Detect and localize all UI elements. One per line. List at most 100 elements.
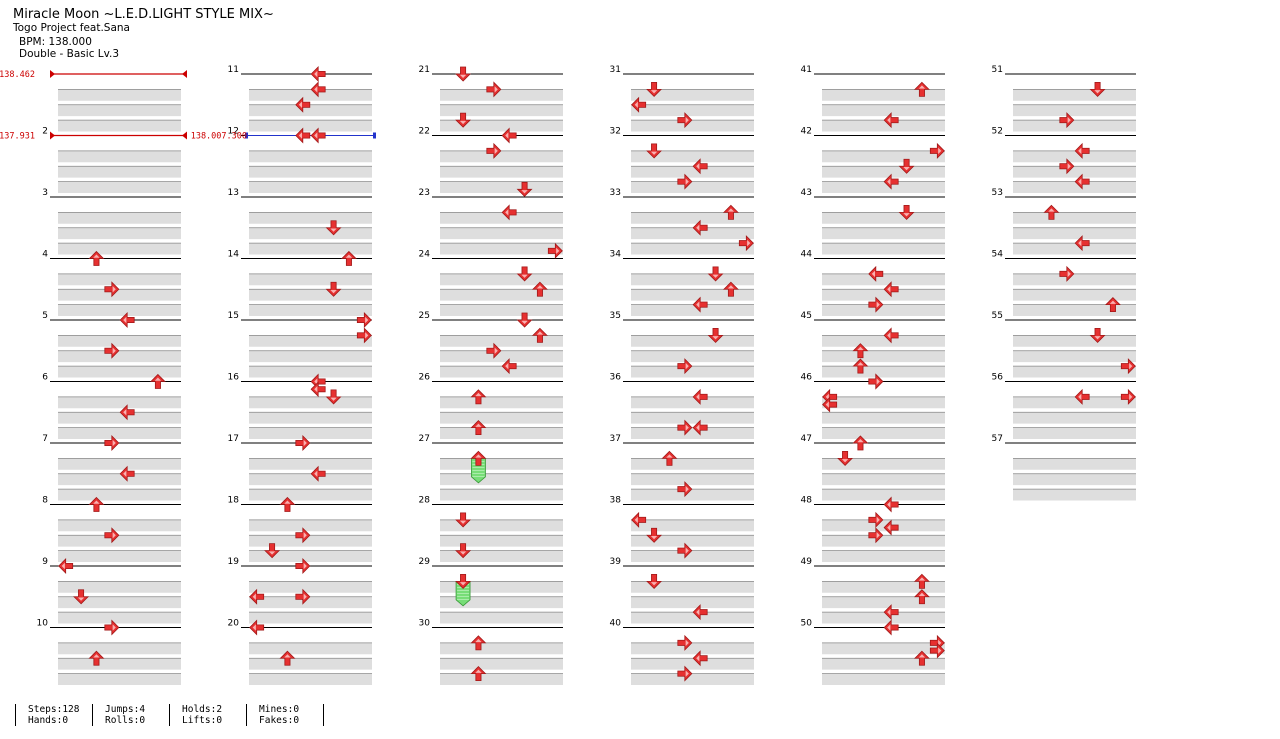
arrow-highlight	[918, 592, 926, 596]
arrow-highlight	[330, 290, 337, 294]
measure-8: 8	[42, 496, 181, 562]
beat-band	[58, 396, 181, 409]
beat-band	[58, 581, 181, 593]
measure-number: 28	[419, 496, 431, 506]
measure-number: 48	[801, 496, 813, 506]
beat-band	[249, 627, 372, 639]
arrow-body	[913, 573, 930, 589]
arrow-highlight	[298, 101, 303, 108]
arrow-up-icon	[913, 650, 930, 666]
arrow-body	[295, 527, 311, 544]
beat-band	[822, 304, 945, 316]
measure-number: 54	[992, 250, 1004, 260]
arrow-body	[340, 250, 357, 266]
measure-52: 52	[992, 127, 1136, 193]
measure-33: 33	[610, 188, 754, 255]
arrow-highlight	[112, 286, 116, 293]
beat-band	[631, 504, 754, 516]
arrow-right-icon	[677, 419, 693, 436]
beat-band	[249, 227, 372, 240]
beat-band	[249, 504, 372, 516]
beat-band	[1013, 304, 1136, 316]
arrow-body	[455, 543, 472, 559]
measure-54: 54	[992, 250, 1136, 316]
arrow-body	[356, 312, 372, 328]
measure-32: 32	[610, 127, 754, 193]
arrow-highlight	[303, 439, 307, 447]
beat-band	[822, 642, 945, 655]
beat-band	[631, 473, 754, 486]
stat-holds-lifts: Holds:2 Lifts:0	[169, 704, 222, 726]
measure-20: 20	[228, 619, 372, 685]
arrow-highlight	[1129, 393, 1133, 401]
beat-band	[249, 120, 372, 132]
arrow-highlight	[1129, 362, 1133, 370]
arrow-body	[1120, 388, 1136, 405]
arrow-body	[692, 158, 708, 175]
arrow-left-icon	[883, 604, 899, 621]
measure-number: 36	[610, 373, 622, 383]
beat-band	[822, 673, 945, 685]
arrow-right-icon	[295, 588, 311, 605]
beat-band	[440, 89, 563, 101]
measure-13: 13	[228, 188, 372, 255]
beat-band	[822, 658, 945, 670]
arrow-highlight	[505, 132, 509, 139]
beat-band	[822, 74, 945, 86]
change-marker-cap	[373, 132, 376, 139]
arrow-highlight	[696, 608, 700, 616]
arrow-right-icon	[104, 435, 120, 451]
arrow-body	[868, 511, 884, 528]
arrow-body	[692, 388, 708, 405]
beat-band	[440, 166, 563, 178]
arrow-body	[310, 465, 326, 482]
beat-band	[631, 104, 754, 117]
beat-band	[440, 504, 563, 516]
beat-band	[822, 443, 945, 455]
arrow-highlight	[284, 654, 291, 658]
beat-band	[440, 350, 563, 363]
arrow-body	[913, 589, 930, 605]
measure-number: 53	[992, 188, 1003, 198]
beat-band	[631, 135, 754, 147]
beat-band	[58, 427, 181, 439]
arrow-highlight	[303, 532, 307, 539]
measure-number: 38	[610, 496, 622, 506]
measure-number: 18	[228, 496, 240, 506]
arrow-highlight	[938, 147, 942, 155]
song-bpm: BPM: 138.000	[19, 36, 92, 48]
beat-band	[58, 258, 181, 270]
beat-band	[440, 412, 563, 424]
arrow-body	[249, 619, 265, 636]
arrow-left-icon	[310, 66, 326, 82]
arrow-body	[692, 419, 708, 436]
arrow-body	[868, 296, 884, 313]
arrow-body	[913, 650, 930, 666]
stat-hands: Hands:0	[28, 715, 69, 726]
measure-number: 5	[42, 311, 48, 321]
beat-band	[249, 166, 372, 178]
arrow-body	[310, 81, 326, 98]
arrow-up-icon	[852, 435, 869, 451]
arrow-body	[119, 404, 135, 421]
arrow-body	[837, 450, 854, 466]
beat-band	[631, 166, 754, 178]
arrow-body	[455, 512, 472, 528]
beat-band	[249, 550, 372, 562]
arrow-body	[486, 81, 502, 98]
beat-band	[249, 243, 372, 255]
beat-band	[822, 212, 945, 224]
arrow-left-icon	[822, 396, 838, 413]
arrow-body	[883, 496, 899, 513]
measure-45: 45	[801, 311, 945, 378]
beat-band	[631, 258, 754, 270]
beat-band	[58, 443, 181, 455]
beat-band	[249, 74, 372, 86]
arrow-left-icon	[631, 511, 647, 528]
arrow-right-icon	[1120, 358, 1136, 375]
arrow-right-icon	[929, 642, 945, 659]
arrow-body	[531, 327, 548, 343]
arrow-highlight	[903, 167, 910, 171]
beat-band	[249, 489, 372, 501]
change-label: 138.007.300	[191, 132, 247, 142]
